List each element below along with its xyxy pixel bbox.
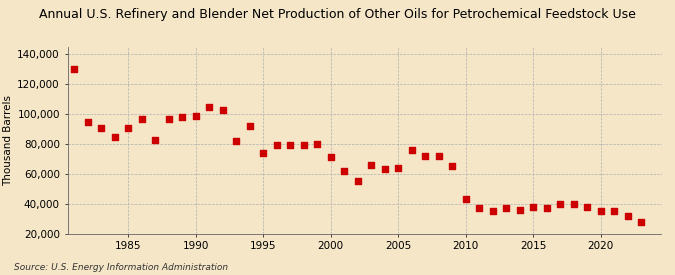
Point <box>582 205 593 209</box>
Point <box>379 167 390 172</box>
Point <box>325 155 336 160</box>
Point <box>501 206 512 211</box>
Point <box>82 119 93 124</box>
Point <box>123 125 134 130</box>
Point <box>231 139 242 143</box>
Point <box>217 107 228 112</box>
Point <box>460 197 471 202</box>
Point <box>258 151 269 155</box>
Point <box>487 209 498 213</box>
Point <box>555 202 566 206</box>
Point <box>366 163 377 167</box>
Point <box>312 142 323 146</box>
Point <box>298 143 309 148</box>
Point <box>393 166 404 170</box>
Point <box>136 116 147 121</box>
Point <box>150 137 161 142</box>
Point <box>163 116 174 121</box>
Point <box>447 164 458 169</box>
Point <box>177 115 188 119</box>
Point <box>433 154 444 158</box>
Point <box>96 125 107 130</box>
Point <box>244 124 255 128</box>
Point <box>420 154 431 158</box>
Point <box>352 179 363 184</box>
Point <box>69 67 80 72</box>
Text: Annual U.S. Refinery and Blender Net Production of Other Oils for Petrochemical : Annual U.S. Refinery and Blender Net Pro… <box>39 8 636 21</box>
Point <box>528 205 539 209</box>
Point <box>541 206 552 211</box>
Point <box>190 113 201 118</box>
Point <box>406 148 417 152</box>
Point <box>609 209 620 213</box>
Text: Source: U.S. Energy Information Administration: Source: U.S. Energy Information Administ… <box>14 263 227 272</box>
Point <box>622 214 633 218</box>
Point <box>109 134 120 139</box>
Point <box>595 209 606 213</box>
Point <box>514 208 525 212</box>
Point <box>568 202 579 206</box>
Point <box>204 104 215 109</box>
Point <box>636 219 647 224</box>
Point <box>271 143 282 148</box>
Point <box>474 206 485 211</box>
Point <box>285 143 296 148</box>
Y-axis label: Thousand Barrels: Thousand Barrels <box>3 95 13 186</box>
Point <box>339 169 350 173</box>
